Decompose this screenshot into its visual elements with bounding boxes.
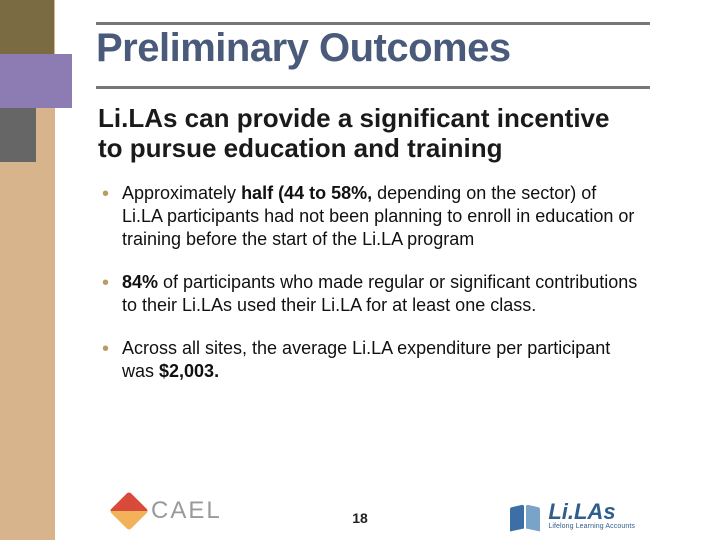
slide: Preliminary Outcomes Li.LAs can provide … xyxy=(0,0,720,540)
bullet-item: Across all sites, the average Li.LA expe… xyxy=(98,337,638,383)
content-area: Li.LAs can provide a significant incenti… xyxy=(98,104,638,403)
lilas-text-wrap: Li.LAs Lifelong Learning Accounts xyxy=(548,501,635,530)
rule-mid xyxy=(96,86,650,89)
lilas-logo-text: Li.LAs xyxy=(548,501,635,523)
cael-logo-text: CAEL xyxy=(151,497,222,525)
rule-top xyxy=(96,22,650,25)
bullet-list: Approximately half (44 to 58%, depending… xyxy=(98,182,638,383)
book-icon xyxy=(508,500,542,530)
bullet-text: of participants who made regular or sign… xyxy=(122,272,637,315)
bullet-bold: half (44 to 58%, xyxy=(241,183,377,203)
bullet-bold: $2,003. xyxy=(159,361,219,381)
bullet-item: 84% of participants who made regular or … xyxy=(98,271,638,317)
bullet-item: Approximately half (44 to 58%, depending… xyxy=(98,182,638,251)
slide-subtitle: Li.LAs can provide a significant incenti… xyxy=(98,104,638,164)
logo-cael: CAEL xyxy=(115,497,222,525)
decor-block-purple xyxy=(0,54,72,108)
slide-title: Preliminary Outcomes xyxy=(96,26,511,71)
decor-block-gray xyxy=(0,108,36,162)
logo-lilas: Li.LAs Lifelong Learning Accounts xyxy=(508,500,635,530)
bullet-bold: 84% xyxy=(122,272,163,292)
bullet-text: Approximately xyxy=(122,183,241,203)
lilas-logo-sub: Lifelong Learning Accounts xyxy=(548,523,635,530)
cael-diamond-icon xyxy=(109,491,149,531)
decor-block-olive xyxy=(0,0,54,54)
